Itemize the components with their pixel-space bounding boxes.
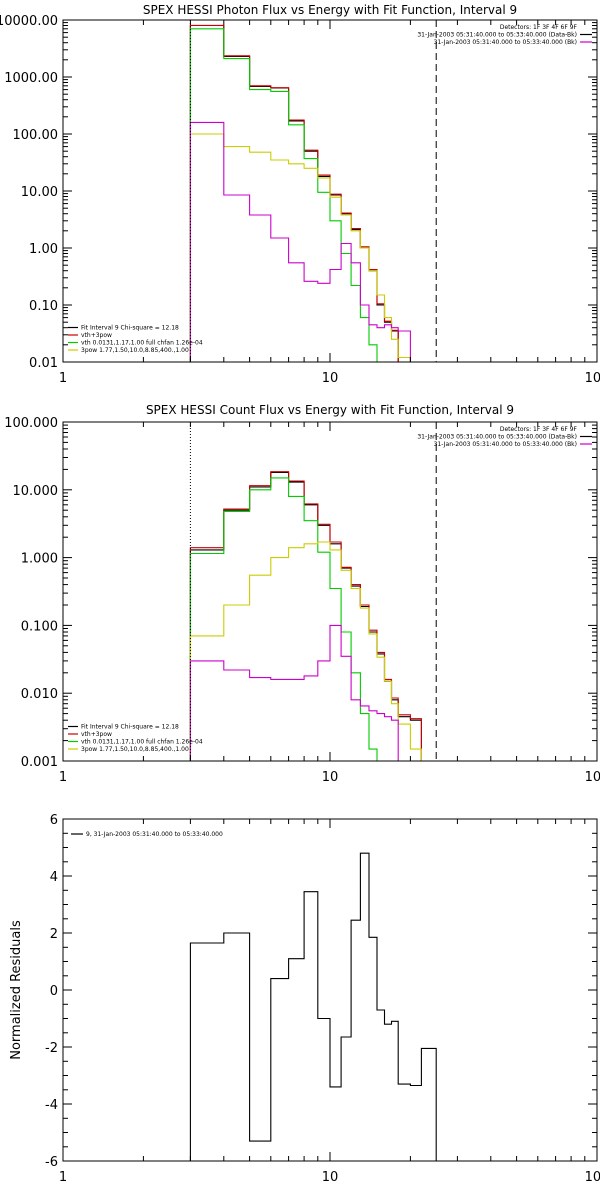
count-fit-legend-line: vth 0.0131,1.17,1.00 full chfan 1.26e-04 <box>81 739 203 746</box>
count-series-4-line <box>189 541 437 762</box>
photon-y-tick-label: 0.01 <box>29 356 58 371</box>
residuals-plot-frame <box>62 818 598 1162</box>
count-series-2-line <box>189 471 422 761</box>
photon-y-tick-label: 1000.00 <box>4 71 58 86</box>
count-info-line: Detectors: 1F 3F 4F 6F 9F <box>500 426 578 433</box>
residuals-y-tick-label: 4 <box>50 870 58 885</box>
residuals-y-axis-label: Normalized Residuals <box>9 920 24 1060</box>
count-series-5-line <box>189 624 399 761</box>
count-x-tick-label: 1 <box>59 770 67 785</box>
photon-fit-legend-line: Fit Interval 9 Chi-square = 12.18 <box>81 325 179 332</box>
residuals-series-1-line <box>189 852 437 1161</box>
photon-y-tick-label: 10000.00 <box>0 14 58 29</box>
count-y-tick-label: 100.000 <box>4 416 58 431</box>
residuals-x-tick-label: 1 <box>59 1170 67 1185</box>
photon-plot-area: 1 10 100 10000.00 1000.00 100.00 10.00 1.00 0.10… <box>0 14 600 386</box>
photon-x-tick-label: 10 <box>322 371 339 386</box>
count-fit-legend-line: 3pow 1.77,1.50,10.0,8.85,400.,1.00 <box>81 746 189 753</box>
photon-y-tick-label: 0.10 <box>29 299 58 314</box>
residuals-x-tick-label: 10 <box>322 1170 339 1185</box>
photon-series-1-line <box>189 24 399 362</box>
residuals-x-tick-label: 100 <box>585 1170 600 1185</box>
count-info-line: 31-Jan-2003 05:31:40.000 to 05:33:40.000… <box>434 441 577 448</box>
count-y-tick-label: 10.000 <box>13 484 59 499</box>
count-x-tick-label: 10 <box>322 770 339 785</box>
photon-y-tick-label: 10.00 <box>21 185 58 200</box>
photon-flux-chart: SPEX HESSI Photon Flux vs Energy with Fi… <box>0 3 600 386</box>
count-y-tick-label: 0.001 <box>21 755 58 770</box>
count-flux-chart: SPEX HESSI Count Flux vs Energy with Fit… <box>4 403 600 785</box>
count-series-1-line <box>189 471 422 761</box>
photon-series-3-line <box>189 28 392 363</box>
count-x-tick-label: 100 <box>585 770 600 785</box>
residuals-chart: Normalized Residuals 1 10 100 6 4 2 0 -2 -4 -6 9, … <box>9 813 600 1185</box>
count-series-3-line <box>189 477 378 761</box>
photon-info-line: 31-Jan-2003 05:31:40.000 to 05:33:40.000… <box>434 39 577 46</box>
residuals-y-tick-label: -4 <box>45 1098 58 1113</box>
count-info-line: 31-Jan-2003 05:31:40.000 to 05:33:40.000… <box>417 434 577 441</box>
residuals-y-tick-label: 0 <box>50 984 58 999</box>
photon-info-line: 31-Jan-2003 05:31:40.000 to 05:33:40.000… <box>417 32 577 39</box>
count-plot-area: 1 10 100 100.000 10.000 1.000 0.100 0.010 0.001 D… <box>4 416 600 785</box>
photon-x-tick-label: 1 <box>59 371 67 386</box>
photon-y-tick-label: 1.00 <box>29 242 58 257</box>
count-fit-legend-line: Fit Interval 9 Chi-square = 12.18 <box>81 724 179 731</box>
residuals-y-tick-label: -6 <box>45 1155 58 1170</box>
residuals-y-tick-label: -2 <box>45 1041 58 1056</box>
photon-x-tick-label: 100 <box>585 371 600 386</box>
count-plot-frame <box>62 421 598 762</box>
count-y-tick-label: 0.100 <box>21 619 58 634</box>
count-y-tick-label: 0.010 <box>21 687 58 702</box>
residuals-y-tick-label: 2 <box>50 927 58 942</box>
photon-fit-legend-line: 3pow 1.77,1.50,10.0,8.85,400.,1.00 <box>81 347 189 354</box>
count-chart-title: SPEX HESSI Count Flux vs Energy with Fit… <box>146 403 514 417</box>
photon-fit-legend-line: vth 0.0131,1.17,1.00 full chfan 1.26e-04 <box>81 340 203 347</box>
photon-chart-title: SPEX HESSI Photon Flux vs Energy with Fi… <box>143 3 517 17</box>
photon-info-line: Detectors: 1F 3F 4F 6F 9F <box>500 24 578 31</box>
photon-y-tick-label: 100.00 <box>13 128 59 143</box>
photon-series-5-line <box>189 121 411 362</box>
residuals-legend-text: 9, 31-Jan-2003 05:31:40.000 to 05:33:40.… <box>86 831 223 838</box>
count-fit-legend-line: vth+3pow <box>81 731 112 738</box>
photon-series-4-line <box>189 133 411 362</box>
photon-series-2-line <box>189 24 399 362</box>
residuals-plot-area: 1 10 100 6 4 2 0 -2 -4 -6 9, 31-Jan-2003 05:31:40.… <box>45 813 600 1185</box>
count-y-tick-label: 1.000 <box>21 552 58 567</box>
photon-fit-legend-line: vth+3pow <box>81 332 112 339</box>
residuals-y-tick-label: 6 <box>50 813 58 828</box>
